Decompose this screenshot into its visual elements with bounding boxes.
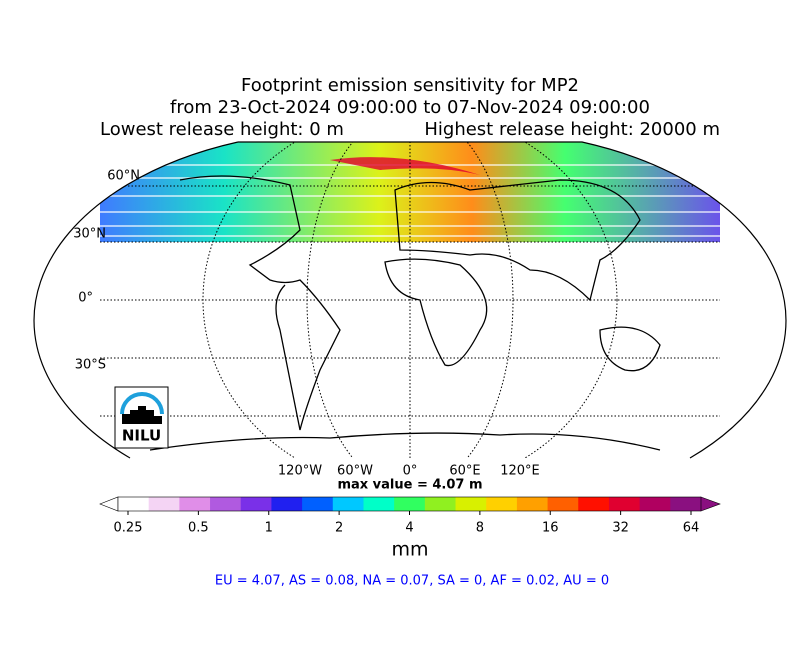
colorbar-segment [578, 497, 610, 511]
title-line: Footprint emission sensitivity for MP2 [241, 75, 579, 96]
lat-label: 30°S [75, 358, 106, 373]
colorbar-extend-high [700, 496, 721, 512]
colorbar-tick-label: 8 [476, 521, 484, 536]
lon-label: 60°E [449, 464, 480, 479]
colorbar-segment [639, 497, 671, 511]
colorbar-tick-label: 4 [405, 521, 413, 536]
colorbar-tick-label: 16 [542, 521, 559, 536]
title-line: Highest release height: 20000 m [424, 119, 720, 140]
colorbar-segment [547, 497, 579, 511]
lon-label: 120°E [500, 464, 540, 479]
colorbar-unit: mm [391, 539, 428, 561]
colorbar-segment [455, 497, 487, 511]
map [100, 142, 720, 458]
lon-label: 60°W [337, 464, 373, 479]
title-line: Lowest release height: 0 m [100, 119, 344, 140]
colorbar-tick-label: 64 [683, 521, 700, 536]
logo-text: NILU [122, 427, 161, 445]
colorbar-tick-label: 32 [612, 521, 629, 536]
colorbar-tick-label: 2 [335, 521, 343, 536]
lon-label: 120°W [278, 464, 322, 479]
colorbar-segment [363, 497, 395, 511]
colorbar-tick-label: 0.5 [188, 521, 209, 536]
colorbar-segment [486, 497, 518, 511]
colorbar-segment [240, 497, 272, 511]
colorbar-segment [608, 497, 641, 511]
title-line: from 23-Oct-2024 09:00:00 to 07-Nov-2024… [170, 97, 650, 118]
colorbar-segment [670, 497, 702, 511]
lat-label: 60°N [107, 169, 140, 184]
logo: NILU [114, 386, 169, 449]
coastlines [149, 175, 661, 451]
colorbar-segment [148, 497, 180, 511]
colorbar-segment [118, 497, 150, 511]
colorbar-segment [302, 497, 334, 511]
colorbar-segment [424, 497, 457, 511]
lat-label: 30°N [73, 227, 106, 242]
max-value: max value = 4.07 m [337, 478, 482, 493]
colorbar-segment [210, 497, 242, 511]
footer-stats: EU = 4.07, AS = 0.08, NA = 0.07, SA = 0,… [215, 574, 609, 589]
lon-label: 0° [403, 464, 418, 479]
colorbar-segment [271, 497, 303, 511]
colorbar-tick-label: 0.25 [114, 521, 143, 536]
lat-label: 0° [78, 291, 93, 306]
colorbar-segment [332, 497, 364, 511]
colorbar-extend-low [99, 496, 119, 512]
colorbar-tick-label: 1 [265, 521, 273, 536]
colorbar-segment [516, 497, 549, 511]
colorbar-segment [179, 497, 211, 511]
colorbar-segment [394, 497, 426, 511]
